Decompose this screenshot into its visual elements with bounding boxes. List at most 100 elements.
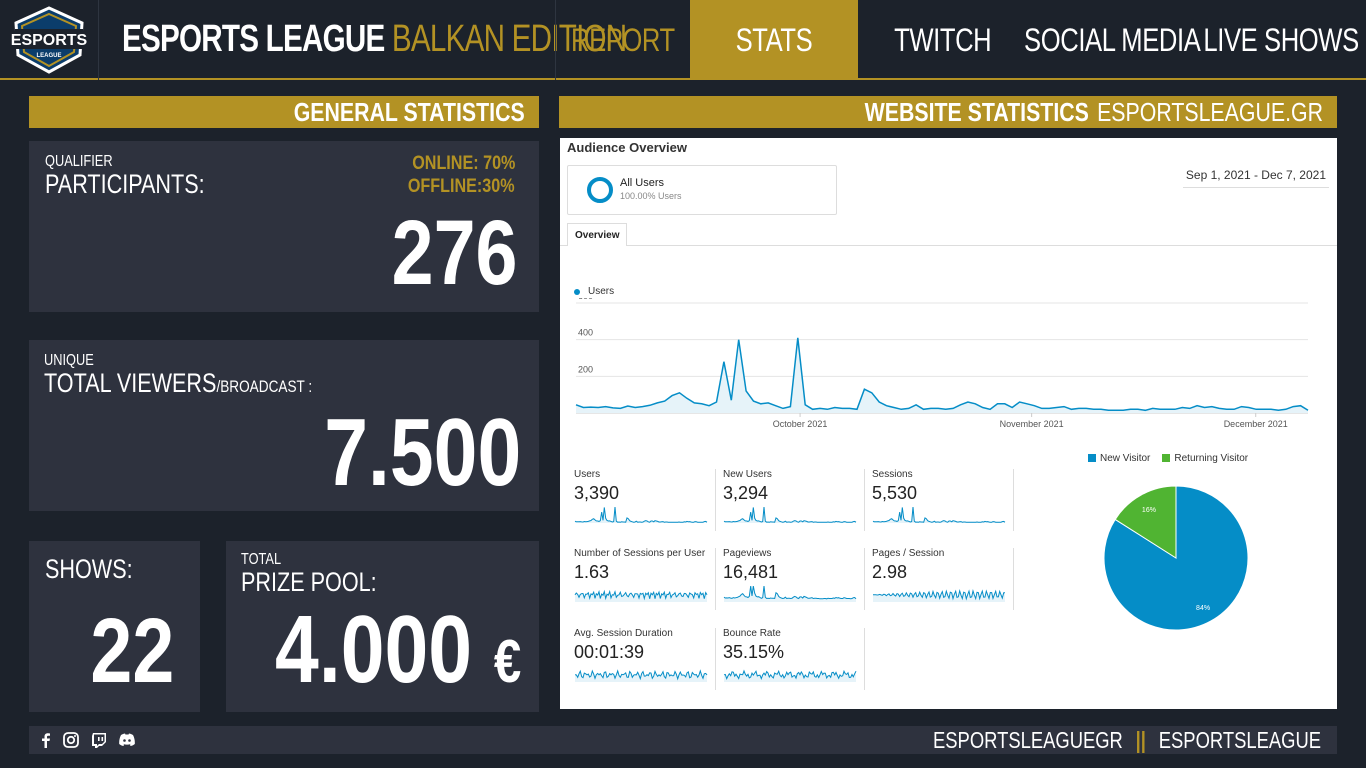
online-percentage: ONLINE: 70% [411, 153, 515, 174]
sparkline [574, 507, 708, 523]
legend-swatch-returning [1162, 454, 1171, 462]
sparkline-line [574, 589, 708, 601]
sparkline-area [724, 507, 856, 523]
viewers-card: UNIQUE TOTAL VIEWERS/BROADCAST : 7.500 [29, 340, 539, 511]
svg-text:LEAGUE: LEAGUE [36, 53, 61, 59]
audience-overview-title: Audience Overview [567, 140, 687, 155]
website-statistics-header: WEBSITE STATISTICS ESPORTSLEAGUE.GR [559, 96, 1337, 128]
segment-selector[interactable]: All Users 100.00% Users [567, 165, 837, 215]
pie-slice-returning-visitor[interactable] [1114, 485, 1177, 559]
svg-text:ESPORTS: ESPORTS [11, 32, 87, 49]
metric-label: Number of Sessions per User [574, 548, 706, 559]
handle-esportsleaguegr[interactable]: ESPORTSLEAGUEGR [933, 726, 1123, 753]
metric-label: Sessions [872, 469, 913, 480]
metric-sessions-per-user: Number of Sessions per User 1.63 [574, 548, 714, 610]
instagram-icon[interactable] [62, 731, 80, 749]
participants-label: PARTICIPANTS: [45, 169, 205, 199]
sparkline-line [723, 507, 857, 523]
metric-label: Pages / Session [872, 548, 945, 559]
metric-value: 3,294 [723, 483, 769, 503]
tab-twitch[interactable]: TWITCH [858, 0, 1028, 80]
metric-divider [1013, 469, 1014, 531]
legend-swatch-new [1088, 454, 1096, 462]
discord-icon[interactable] [118, 731, 136, 749]
shows-card: SHOWS: 22 [29, 541, 200, 712]
metric-avg-session-duration: Avg. Session Duration 00:01:39 [574, 628, 714, 690]
participants-value: 276 [391, 202, 517, 304]
tab-stats[interactable]: STATS [690, 0, 858, 80]
metric-label: Pageviews [723, 548, 772, 559]
footer-handles: ESPORTSLEAGUEGR || ESPORTSLEAGUE [836, 726, 1321, 754]
metric-divider [715, 548, 716, 610]
segment-subtitle: 100.00% Users [620, 191, 682, 201]
handle-esportsleague[interactable]: ESPORTSLEAGUE [1158, 726, 1321, 753]
metric-divider [864, 469, 865, 531]
metric-divider [864, 628, 865, 690]
metric-value: 5,530 [872, 483, 918, 503]
tab-twitch-label: TWITCH [894, 21, 992, 58]
total-label: TOTAL [241, 551, 282, 568]
pie-legend: New Visitor Returning Visitor [1088, 453, 1248, 464]
segment-circle-icon [587, 177, 613, 203]
sparkline [723, 507, 857, 523]
qualifier-label: QUALIFIER [45, 153, 113, 170]
sparkline [873, 588, 1005, 602]
tab-overview[interactable]: Overview [567, 223, 628, 246]
sparkline-line [873, 588, 1005, 601]
tab-stats-label: STATS [735, 21, 813, 58]
currency-symbol: € [493, 628, 521, 695]
metric-label: Users [574, 469, 601, 480]
metric-pages-per-session: Pages / Session 2.98 [872, 548, 1012, 610]
tab-live-shows[interactable]: LIVE SHOWS [1196, 0, 1366, 80]
website-statistics-title: WEBSITE STATISTICS ESPORTSLEAGUE.GR [865, 97, 1323, 128]
tab-social-media[interactable]: SOCIAL MEDIA [1024, 0, 1201, 80]
segment-name: All Users [620, 177, 665, 189]
legend-new-label: New Visitor [1100, 453, 1151, 464]
twitch-icon[interactable] [90, 731, 108, 749]
x-tick-label: October 2021 [773, 419, 828, 429]
metric-label: Avg. Session Duration [574, 628, 673, 639]
top-header: ESPORTS LEAGUE ESPORTS LEAGUE BALKAN EDI… [0, 0, 1366, 80]
brand-accent: BALKAN EDITION [391, 18, 627, 60]
shows-label: SHOWS: [45, 554, 133, 584]
total-viewers-label: TOTAL VIEWERS/BROADCAST : [44, 368, 312, 399]
metric-value: 00:01:39 [574, 642, 645, 662]
general-statistics-title: GENERAL STATISTICS [294, 96, 525, 127]
pie-data-label: 84% [1196, 605, 1210, 612]
general-statistics-header: GENERAL STATISTICS [29, 96, 539, 128]
metric-value: 2.98 [872, 562, 908, 582]
prize-pool-card: TOTAL PRIZE POOL: 4.000 € [226, 541, 539, 712]
esports-logo[interactable]: ESPORTS LEAGUE [0, 0, 99, 80]
sparkline-line [574, 669, 708, 681]
sparkline [723, 669, 857, 682]
footer-bar: ESPORTSLEAGUEGR || ESPORTSLEAGUE [29, 726, 1337, 754]
users-legend-label: Users [588, 286, 615, 297]
metric-new-users: New Users 3,294 [723, 469, 863, 531]
sparkline [723, 586, 857, 602]
sparkline [872, 507, 1006, 523]
x-tick-label: December 2021 [1224, 419, 1288, 429]
users-legend: Users [574, 286, 614, 297]
sparkline-area [724, 586, 856, 602]
metric-label: Bounce Rate [723, 628, 781, 639]
tab-report[interactable]: REPORT [556, 0, 690, 80]
metric-divider [864, 548, 865, 610]
tab-underline [560, 245, 1337, 246]
users-legend-dot [574, 288, 580, 295]
y-tick-label: 600 [578, 298, 593, 301]
tab-live-label: LIVE SHOWS [1203, 21, 1359, 58]
y-tick-label: 200 [578, 364, 593, 374]
sparkline-line [723, 669, 857, 681]
date-range-picker[interactable]: Sep 1, 2021 - Dec 7, 2021 [1182, 166, 1329, 188]
unique-label: UNIQUE [44, 352, 94, 369]
metric-users: Users 3,390 [574, 469, 714, 531]
metric-pageviews: Pageviews 16,481 [723, 548, 863, 610]
legend-returning-visitor: Returning Visitor [1162, 453, 1248, 464]
sparkline-line [574, 507, 708, 523]
sparkline-area [873, 507, 1005, 523]
metric-sessions: Sessions 5,530 [872, 469, 1012, 531]
facebook-icon[interactable] [37, 731, 55, 749]
website-title-text: WEBSITE STATISTICS [864, 96, 1089, 127]
metric-divider [715, 469, 716, 531]
shield-icon: ESPORTS LEAGUE [11, 6, 87, 74]
